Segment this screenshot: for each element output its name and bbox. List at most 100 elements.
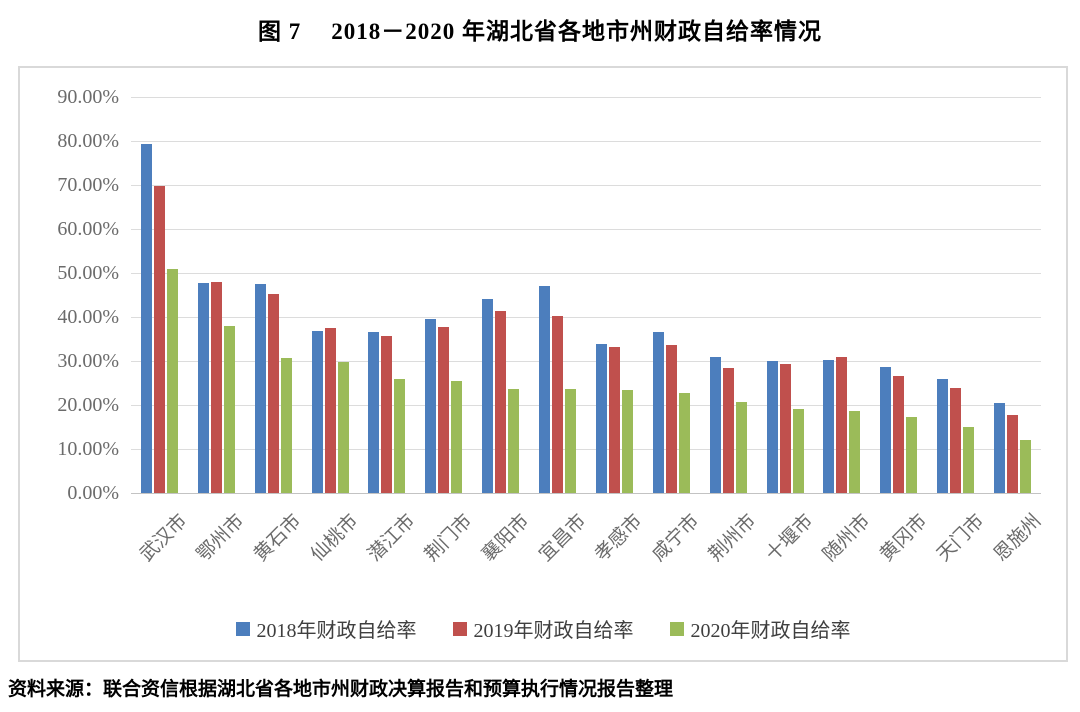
bar-group bbox=[927, 97, 984, 493]
bar bbox=[482, 299, 494, 493]
legend-swatch-icon bbox=[669, 621, 684, 636]
x-tick-label: 潜江市 bbox=[364, 510, 420, 566]
y-tick-label: 10.00% bbox=[57, 438, 119, 460]
y-tick-label: 30.00% bbox=[57, 350, 119, 372]
bar bbox=[849, 410, 861, 493]
bar bbox=[495, 310, 507, 493]
x-tick-label: 鄂州市 bbox=[193, 510, 249, 566]
bar bbox=[210, 281, 222, 493]
bar bbox=[994, 403, 1006, 493]
bar-group bbox=[529, 97, 586, 493]
gridline bbox=[131, 141, 1041, 142]
bar bbox=[552, 315, 564, 493]
x-tick-label: 仙桃市 bbox=[307, 510, 363, 566]
bar-group bbox=[870, 97, 927, 493]
gridline bbox=[131, 273, 1041, 274]
x-axis-line bbox=[131, 493, 1041, 494]
bar bbox=[823, 359, 835, 493]
legend-label: 2020年财政自给率 bbox=[690, 620, 851, 642]
x-tick-label: 荆门市 bbox=[421, 510, 477, 566]
bar bbox=[539, 286, 551, 493]
x-tick-label: 黄石市 bbox=[250, 510, 306, 566]
x-tick-label: 咸宁市 bbox=[648, 510, 704, 566]
x-tick-label: 孝感市 bbox=[591, 510, 647, 566]
bar bbox=[438, 327, 450, 493]
gridline bbox=[131, 229, 1041, 230]
y-tick-label: 60.00% bbox=[57, 218, 119, 240]
bar bbox=[1007, 414, 1019, 493]
gridline bbox=[131, 97, 1041, 98]
bar-group bbox=[757, 97, 814, 493]
plot-area bbox=[131, 97, 1041, 494]
bar bbox=[267, 294, 279, 493]
x-tick-label: 襄阳市 bbox=[477, 510, 534, 566]
y-tick-label: 70.00% bbox=[57, 174, 119, 196]
bar bbox=[792, 408, 804, 493]
legend-label: 2018年财政自给率 bbox=[256, 620, 417, 642]
bar bbox=[779, 364, 791, 493]
y-tick-label: 50.00% bbox=[57, 262, 119, 284]
bar bbox=[153, 185, 165, 493]
bar bbox=[722, 368, 734, 493]
bar bbox=[906, 417, 918, 493]
y-tick-label: 20.00% bbox=[57, 394, 119, 416]
figure-title-text: 2018－2020 年湖北省各地市州财政自给率情况 bbox=[331, 19, 822, 44]
bar bbox=[880, 366, 892, 493]
x-tick-label: 荆州市 bbox=[705, 510, 761, 566]
bar-group bbox=[472, 97, 529, 493]
bar bbox=[937, 379, 949, 493]
bar-groups bbox=[131, 97, 1041, 493]
legend: 2018年财政自给率 2019年财政自给率 2020年财政自给率 bbox=[20, 614, 1066, 643]
bar bbox=[652, 331, 664, 493]
bar bbox=[368, 331, 380, 493]
gridline bbox=[131, 317, 1041, 318]
chart-frame: 90.00% 80.00% 70.00% 60.00% 50.00% 40.00% 30.0… bbox=[18, 66, 1068, 662]
x-tick-label: 黄冈市 bbox=[876, 510, 932, 566]
bar bbox=[608, 346, 620, 493]
bar bbox=[337, 361, 349, 493]
gridline bbox=[131, 449, 1041, 450]
bar bbox=[280, 357, 292, 493]
bar bbox=[735, 401, 747, 493]
legend-item: 2020年财政自给率 bbox=[669, 614, 851, 643]
bar bbox=[425, 319, 437, 493]
bar bbox=[324, 328, 336, 493]
x-tick-label: 十堰市 bbox=[762, 510, 818, 566]
bar bbox=[381, 336, 393, 493]
legend-label: 2019年财政自给率 bbox=[473, 620, 634, 642]
bar-group bbox=[586, 97, 643, 493]
bar bbox=[451, 381, 463, 493]
bar bbox=[595, 343, 607, 493]
bar bbox=[140, 143, 152, 493]
gridline bbox=[131, 405, 1041, 406]
bar bbox=[565, 388, 577, 493]
legend-item: 2018年财政自给率 bbox=[235, 614, 417, 643]
bar bbox=[254, 284, 266, 493]
bar bbox=[709, 356, 721, 493]
bar-group bbox=[415, 97, 472, 493]
bar-group bbox=[814, 97, 871, 493]
bar-group bbox=[188, 97, 245, 493]
y-tick-label: 0.00% bbox=[67, 482, 119, 504]
bar bbox=[311, 331, 323, 493]
y-tick-label: 40.00% bbox=[57, 306, 119, 328]
gridline bbox=[131, 185, 1041, 186]
bar bbox=[950, 387, 962, 493]
x-axis-labels: 武汉市 鄂州市 黄石市 仙桃市 潜江市 荆门市 襄阳市 宜昌市 孝感市 咸宁市 荆州市 十堰市 随州市黄… bbox=[131, 501, 1045, 621]
figure-title: 图 7 2018－2020 年湖北省各地市州财政自给率情况 bbox=[0, 12, 1080, 46]
bar-group bbox=[643, 97, 700, 493]
y-tick-label: 80.00% bbox=[57, 130, 119, 152]
bar-group bbox=[245, 97, 302, 493]
legend-item: 2019年财政自给率 bbox=[452, 614, 634, 643]
x-tick-label: 天门市 bbox=[932, 510, 989, 566]
legend-swatch-icon bbox=[452, 621, 467, 636]
bar bbox=[394, 378, 406, 493]
legend-swatch-icon bbox=[235, 621, 250, 636]
bar bbox=[836, 356, 848, 493]
bar-group bbox=[131, 97, 188, 493]
bar-group bbox=[700, 97, 757, 493]
x-tick-label: 武汉市 bbox=[136, 510, 192, 566]
bar bbox=[766, 361, 778, 493]
y-axis-labels: 90.00% 80.00% 70.00% 60.00% 50.00% 40.00% 30.0… bbox=[24, 86, 119, 504]
bar bbox=[963, 427, 975, 493]
